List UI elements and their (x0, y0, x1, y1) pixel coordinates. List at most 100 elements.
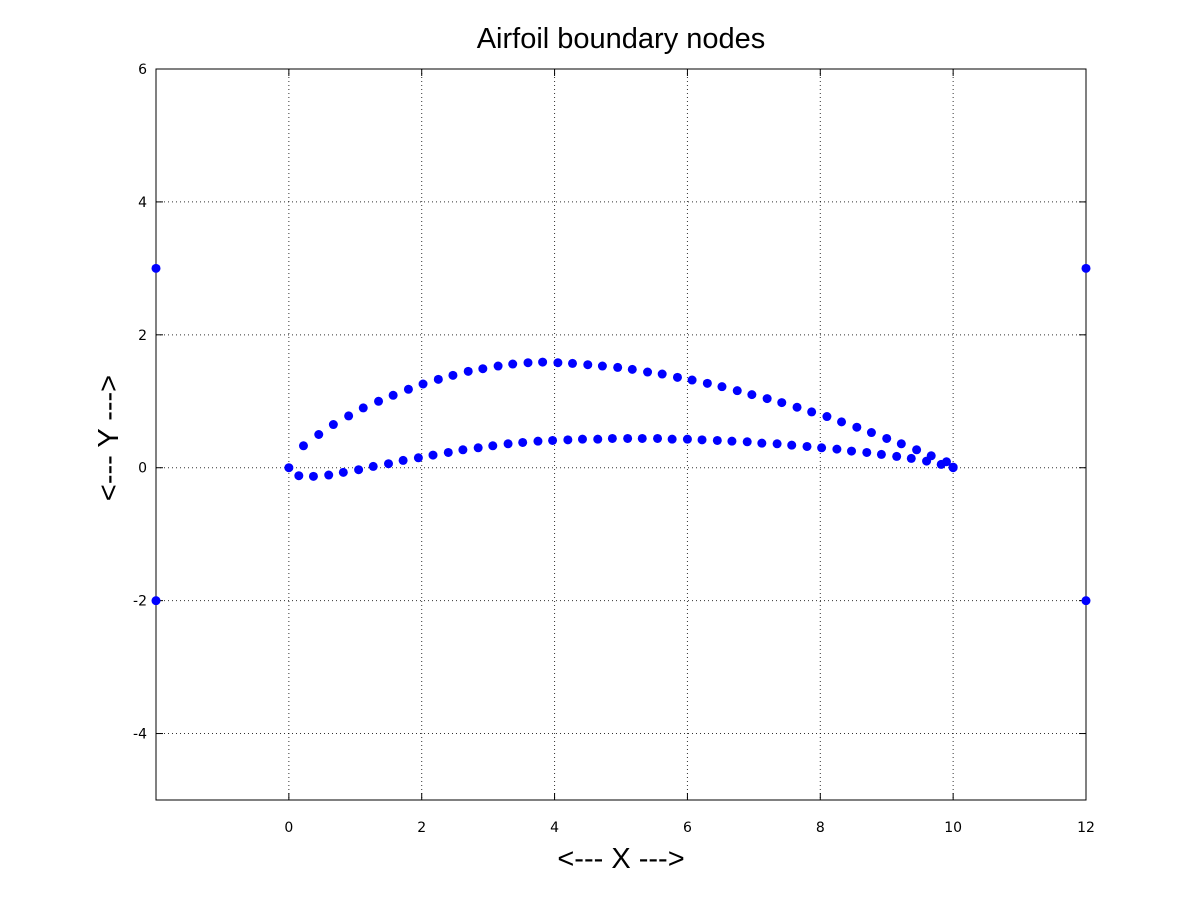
data-point (912, 445, 922, 455)
data-point (682, 434, 692, 444)
data-point (553, 358, 563, 368)
data-point (344, 411, 354, 421)
data-point (533, 436, 543, 446)
data-point (866, 428, 876, 438)
data-point (403, 384, 413, 394)
axis-ticks: 0 2 4 6 8 10 12 -4 -2 0 2 4 6 (133, 62, 1095, 836)
data-point (657, 369, 667, 379)
data-point (936, 459, 946, 469)
data-point (458, 445, 468, 455)
data-point (151, 596, 161, 606)
data-point (328, 420, 338, 430)
data-point (384, 459, 393, 469)
data-point (478, 364, 488, 374)
data-point (443, 447, 453, 457)
data-point (772, 439, 782, 449)
data-point (832, 444, 842, 454)
data-point (388, 390, 398, 400)
data-point (653, 433, 663, 443)
grid-lines (156, 69, 1086, 800)
data-point (862, 447, 872, 457)
data-point (1081, 263, 1091, 273)
data-point (837, 417, 847, 427)
data-point (428, 450, 438, 460)
data-point (896, 439, 906, 449)
data-point (433, 374, 443, 384)
data-point (463, 366, 473, 376)
data-point (697, 435, 707, 445)
data-point (493, 361, 503, 371)
data-points (151, 263, 1091, 606)
data-point (727, 436, 737, 446)
data-point (667, 434, 677, 444)
data-point (922, 456, 932, 466)
data-point (906, 453, 916, 463)
data-point (607, 433, 617, 443)
data-point (151, 263, 161, 273)
data-point (717, 382, 727, 392)
data-point (568, 358, 578, 368)
data-point (792, 402, 802, 412)
data-point (822, 412, 832, 422)
x-axis-label: <--- X ---> (557, 843, 684, 875)
y-tick-label: 4 (138, 195, 147, 211)
data-point (757, 438, 767, 448)
data-point (948, 463, 958, 473)
data-point (847, 446, 857, 456)
data-point (374, 396, 384, 406)
data-point (742, 437, 752, 447)
data-point (508, 359, 518, 369)
data-point (488, 441, 498, 451)
data-point (354, 465, 364, 475)
x-tick-label: 4 (550, 820, 559, 836)
data-point (807, 407, 817, 417)
data-point (597, 361, 607, 371)
data-point (294, 471, 304, 481)
data-point (308, 471, 318, 481)
data-point (747, 390, 757, 400)
data-point (314, 430, 324, 439)
y-tick-label: 2 (138, 328, 147, 344)
data-point (298, 441, 308, 451)
data-point (613, 362, 623, 372)
data-point (802, 441, 812, 451)
data-point (637, 433, 647, 443)
plot-frame (155, 68, 1087, 801)
data-point (672, 372, 682, 382)
y-tick-label: -4 (133, 727, 147, 743)
data-point (852, 422, 862, 432)
x-tick-label: 12 (1077, 820, 1095, 836)
data-point (448, 370, 458, 380)
data-point (627, 364, 637, 374)
data-point (358, 403, 368, 413)
data-point (623, 433, 633, 443)
data-point (712, 435, 722, 445)
y-tick-label: 6 (138, 62, 147, 78)
data-point (284, 463, 294, 473)
data-point (538, 357, 548, 367)
y-tick-label: -2 (133, 594, 147, 610)
x-tick-label: 8 (816, 820, 825, 836)
data-point (324, 470, 334, 480)
data-point (398, 455, 408, 465)
data-point (732, 386, 742, 396)
data-point (892, 451, 902, 461)
data-point (762, 394, 772, 404)
data-point (1081, 596, 1091, 606)
data-point (882, 433, 892, 443)
x-tick-label: 2 (417, 820, 426, 836)
x-tick-label: 10 (944, 820, 962, 836)
data-point (503, 439, 513, 449)
x-tick-label: 0 (284, 820, 293, 836)
data-point (548, 435, 558, 445)
data-point (413, 453, 423, 463)
data-point (583, 360, 593, 370)
data-point (787, 440, 797, 450)
y-axis-label: <--- Y ---> (93, 375, 125, 501)
data-point (876, 449, 886, 459)
data-point (518, 437, 528, 447)
data-point (643, 367, 653, 377)
data-point (418, 379, 428, 389)
data-point (593, 434, 603, 444)
